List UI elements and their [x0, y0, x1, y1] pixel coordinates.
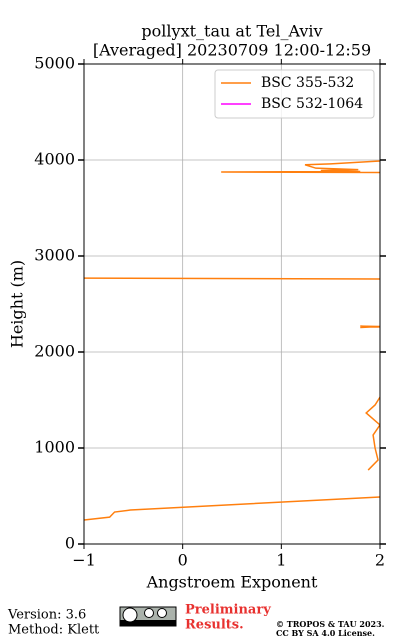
x-tick-label: 2 [375, 551, 385, 570]
y-tick-label: 2000 [34, 342, 75, 361]
plot-frame [83, 63, 381, 545]
preliminary: Preliminary [185, 603, 271, 618]
x-axis-label: Angstroem Exponent [146, 573, 318, 592]
legend: BSC 355-532 BSC 532-1064 [214, 69, 375, 119]
line [84, 496, 380, 521]
copyright: CC BY SA 4.0 License. [276, 628, 375, 638]
copyright: © TROPOS & TAU 2023. [276, 619, 385, 629]
y-tick-label: 3000 [34, 246, 75, 265]
x-tick-label: −1 [72, 551, 96, 570]
y-tick-label: 0 [65, 534, 75, 553]
line [365, 396, 380, 471]
line [84, 277, 380, 280]
y-tick-label: 5000 [34, 54, 75, 73]
cc-logo [119, 606, 177, 627]
legend-label: BSC 532-1064 [261, 96, 363, 112]
version: Version: 3.6 [7, 608, 86, 623]
lines [84, 160, 380, 521]
x-tick-label: 0 [178, 551, 188, 570]
chart-subtitle: [Averaged] 20230709 12:00-12:59 [93, 41, 371, 60]
legend-label: BSC 355-532 [261, 75, 354, 91]
legend-box [214, 69, 375, 119]
y-tick-label: 1000 [34, 438, 75, 457]
line [221, 160, 380, 174]
plot-area [83, 63, 381, 545]
chart-title: pollyxt_tau at Tel_Aviv [141, 22, 322, 41]
y-axis-label: Height (m) [8, 260, 27, 348]
preliminary: Results. [185, 618, 244, 633]
y-tick-label: 4000 [34, 150, 75, 169]
method: Method: Klett [8, 623, 100, 638]
x-tick-label: 1 [276, 551, 286, 570]
line [360, 325, 380, 329]
